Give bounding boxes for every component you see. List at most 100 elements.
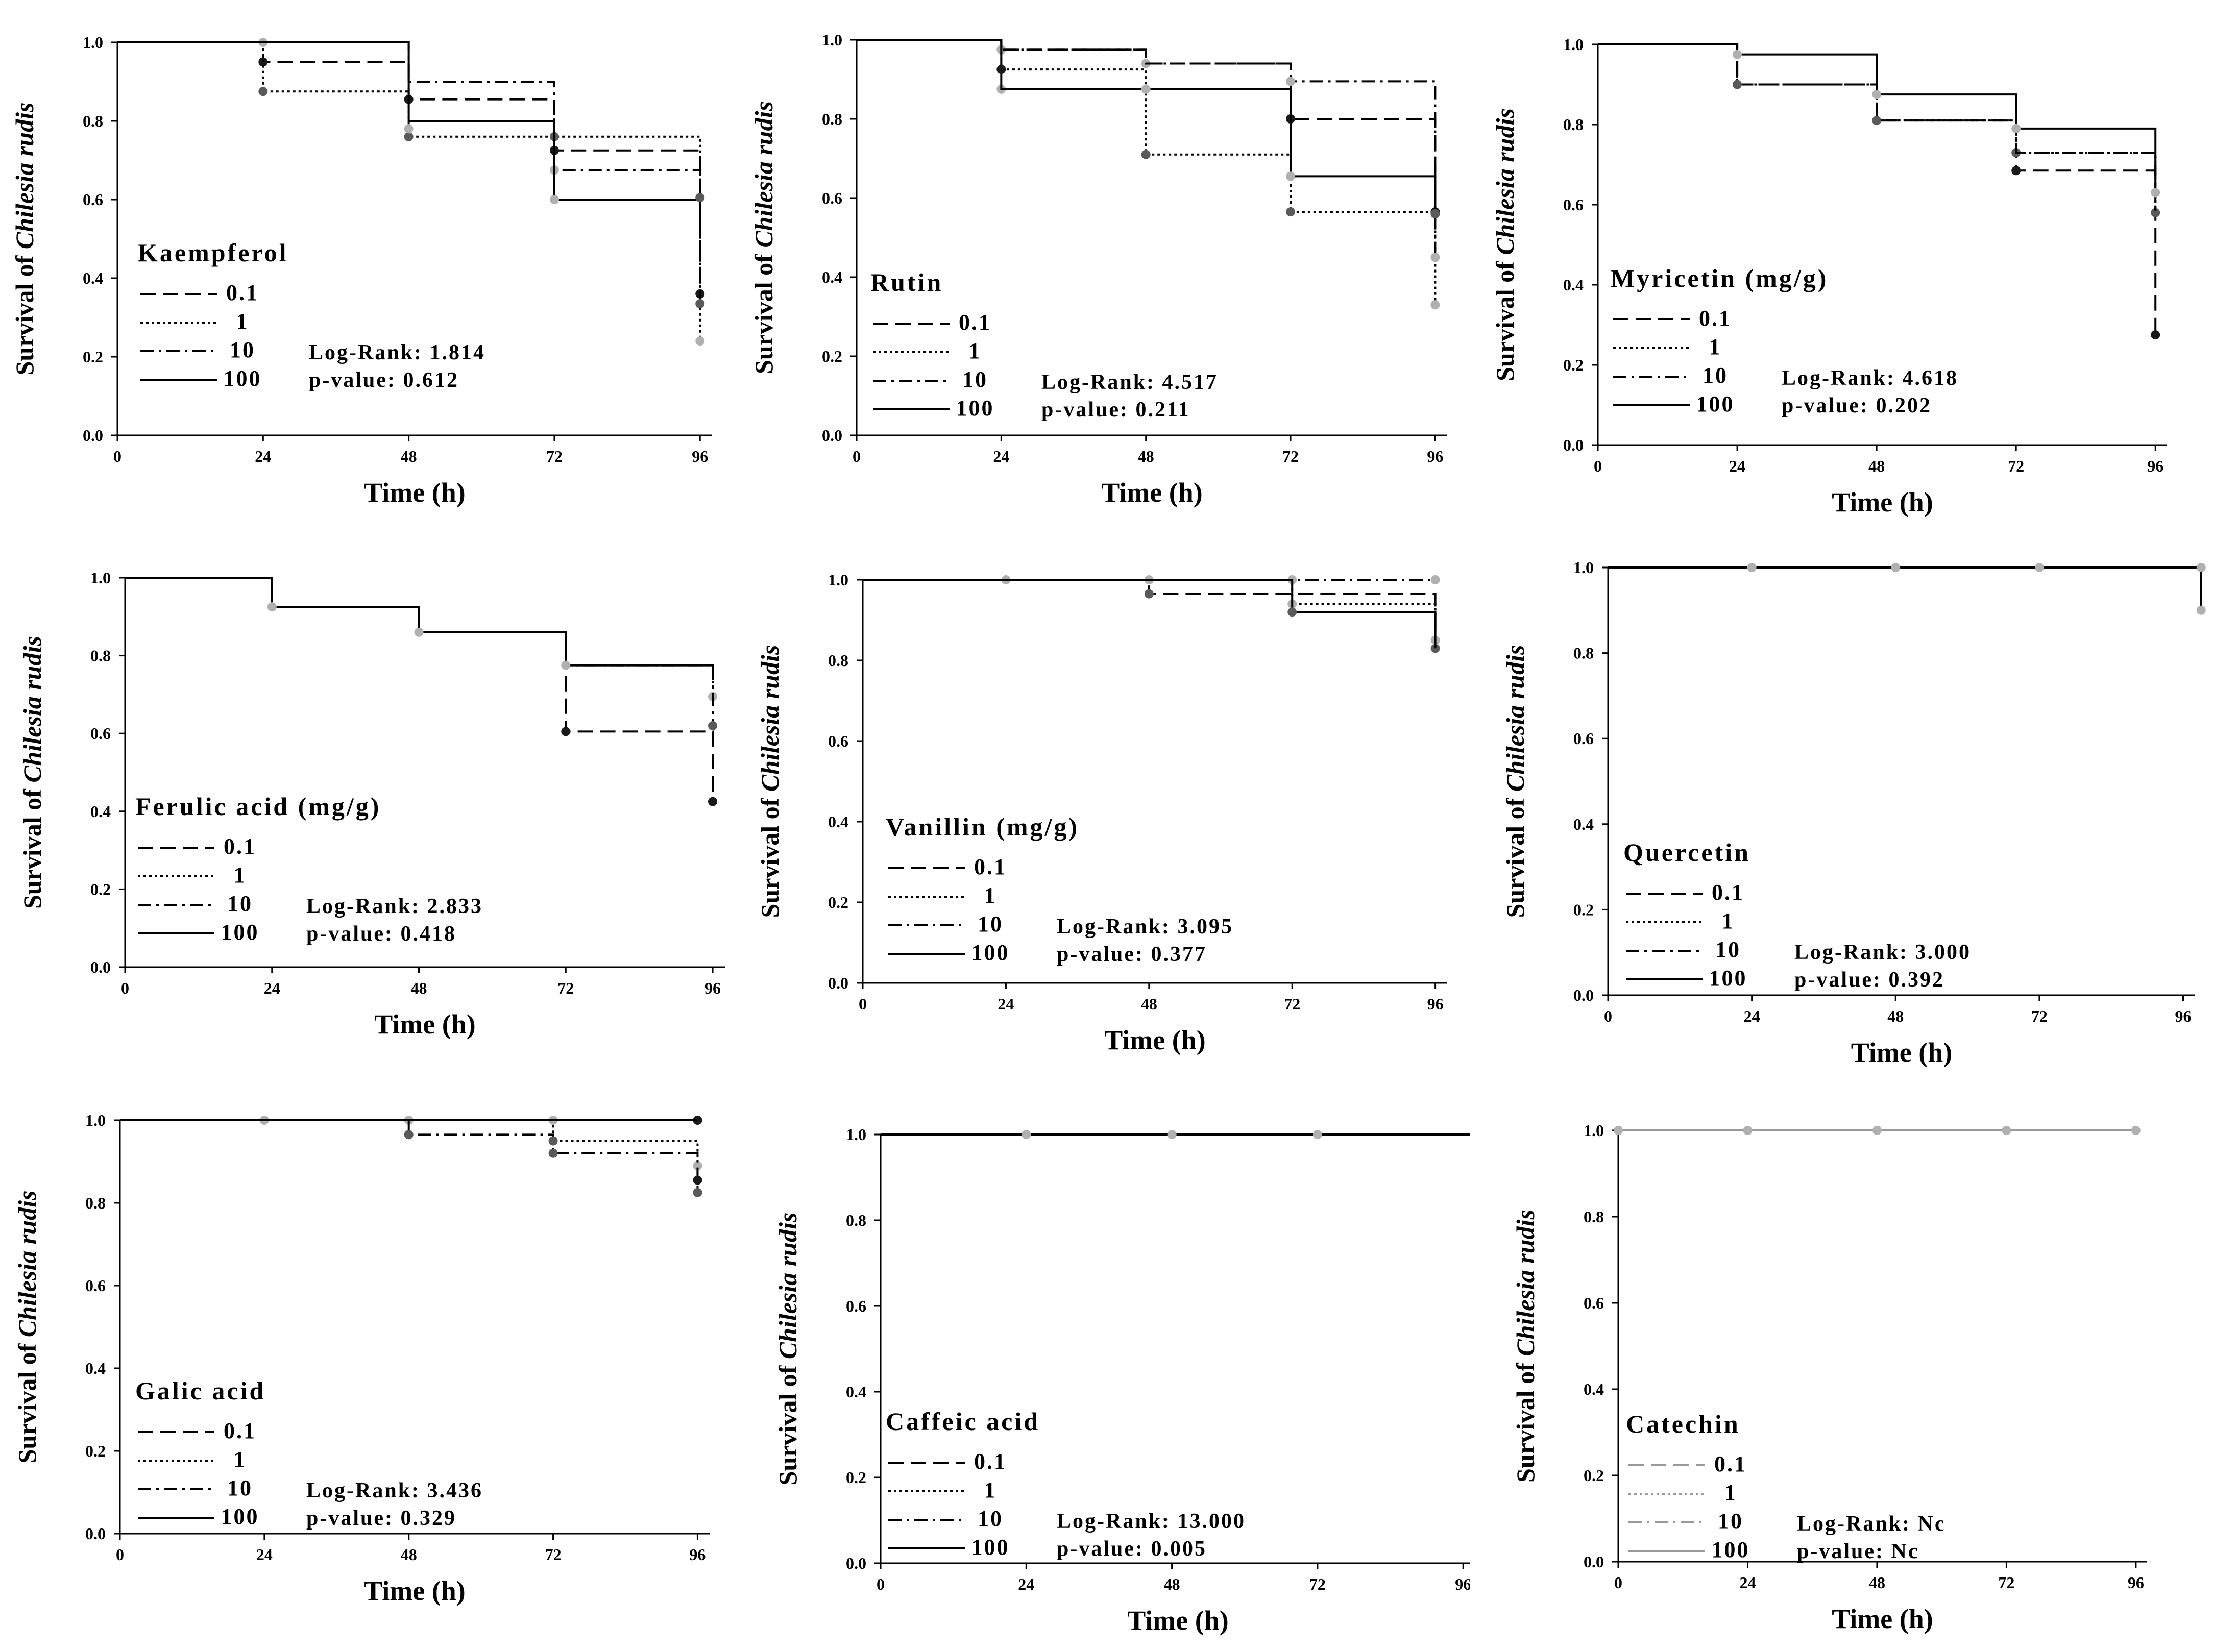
- censor-point: [2196, 563, 2206, 572]
- x-tick-label: 48: [411, 979, 427, 997]
- y-tick-label: 0.8: [85, 1194, 106, 1212]
- censor-point: [2002, 1126, 2011, 1135]
- y-tick-label: 0.2: [83, 348, 103, 366]
- chart-panel-catechin: 0.0 0.2 0.4 0.6 0.8 1.0 0 24 48 72 96 Time (h) Survi…: [1511, 1121, 2147, 1634]
- x-tick-label: 24: [255, 447, 271, 465]
- censor-point: [2196, 605, 2206, 615]
- censor-point: [404, 1130, 414, 1140]
- x-tick-label: 96: [1427, 995, 1444, 1013]
- pvalue-label: p-value: 0.329: [306, 1507, 456, 1530]
- censor-point: [548, 1136, 558, 1146]
- y-tick-label: 0.8: [90, 647, 111, 665]
- legend-label: 0.1: [1712, 880, 1744, 905]
- logrank-label: Log-Rank: Nc: [1797, 1512, 1946, 1536]
- logrank-label: Log-Rank: 13.000: [1057, 1510, 1246, 1533]
- censor-point: [1312, 1130, 1322, 1139]
- censor-point: [1614, 1126, 1623, 1135]
- x-tick-label: 24: [1739, 1573, 1756, 1592]
- y-tick-label: 0.6: [83, 190, 103, 209]
- pvalue-label: p-value: 0.392: [1794, 968, 1944, 992]
- x-tick-label: 72: [557, 979, 574, 997]
- chart-title: Ferulic acid (mg/g): [135, 792, 381, 821]
- y-tick-label: 1.0: [1573, 558, 1594, 577]
- censor-point: [561, 660, 571, 670]
- y-tick-label: 0.0: [83, 426, 103, 445]
- censor-point: [1286, 77, 1296, 86]
- pvalue-label: p-value: 0.202: [1782, 394, 1932, 417]
- y-tick-label: 0.8: [1573, 644, 1594, 662]
- legend-label: 0.1: [224, 1418, 256, 1443]
- chart-title: Vanillin (mg/g): [886, 812, 1079, 841]
- pvalue-label: p-value: Nc: [1797, 1540, 1919, 1563]
- legend-label: 1: [234, 1447, 247, 1472]
- censor-point: [1872, 116, 1882, 126]
- legend-label: 10: [1715, 937, 1741, 962]
- pvalue-label: p-value: 0.418: [306, 922, 456, 946]
- x-tick-label: 0: [113, 447, 121, 465]
- pvalue-label: p-value: 0.005: [1057, 1537, 1207, 1561]
- censor-point: [1733, 80, 1742, 89]
- censor-point: [1872, 1126, 1882, 1135]
- series-line-1: [117, 41, 701, 341]
- legend-label: 100: [221, 920, 259, 945]
- legend-label: 100: [971, 1535, 1010, 1560]
- y-tick-label: 0.8: [846, 1211, 866, 1229]
- censor-point: [2034, 563, 2044, 572]
- legend-label: 1: [984, 883, 997, 908]
- x-axis-label: Time (h): [1832, 487, 1933, 517]
- censor-point: [549, 195, 559, 204]
- censor-point: [1872, 90, 1882, 100]
- logrank-label: Log-Rank: 4.618: [1782, 366, 1958, 390]
- chart-title: Galic acid: [135, 1376, 265, 1405]
- y-tick-label: 0.2: [90, 880, 111, 898]
- x-tick-label: 0: [1594, 457, 1602, 475]
- y-tick-label: 0.0: [822, 426, 842, 445]
- x-axis-label: Time (h): [1851, 1037, 1953, 1068]
- chart-panel-rutin: 0.0 0.2 0.4 0.6 0.8 1.0 0 24 48 72 96 Time (h) Survi…: [749, 31, 1447, 508]
- legend-label: 1: [234, 862, 247, 887]
- legend-label: 100: [221, 1504, 259, 1529]
- censor-point: [1144, 589, 1154, 599]
- y-tick-label: 0.8: [83, 112, 103, 130]
- legend-label: 10: [230, 337, 255, 362]
- x-axis-label: Time (h): [1127, 1605, 1229, 1636]
- y-axis-label: Survival of Chilesia rudis: [10, 103, 39, 376]
- legend-label: 1: [969, 338, 982, 363]
- legend-label: 1: [236, 309, 249, 334]
- censor-point: [708, 797, 718, 806]
- y-tick-label: 0.6: [846, 1297, 866, 1315]
- y-tick-label: 0.2: [85, 1442, 106, 1460]
- legend-label: 10: [227, 1475, 253, 1500]
- y-tick-label: 1.0: [846, 1125, 866, 1144]
- legend-label: 0.1: [974, 1449, 1007, 1474]
- series-line-1: [857, 39, 1437, 305]
- series-line-1: [125, 577, 714, 697]
- chart-panel-vanillin: 0.0 0.2 0.4 0.6 0.8 1.0 0 24 48 72 96 Time (h) Survi…: [756, 571, 1447, 1055]
- y-tick-label: 0.2: [822, 347, 842, 365]
- legend-label: 10: [978, 911, 1003, 936]
- y-tick-label: 0.4: [90, 802, 111, 821]
- y-tick-label: 1.0: [1584, 1121, 1604, 1140]
- x-tick-label: 48: [401, 1545, 417, 1564]
- x-tick-label: 24: [1729, 457, 1745, 475]
- x-tick-label: 24: [1744, 1007, 1760, 1025]
- x-tick-label: 72: [546, 447, 563, 465]
- legend-label: 0.1: [959, 310, 991, 335]
- censor-point: [1430, 300, 1440, 310]
- chart-title: Caffeic acid: [886, 1407, 1040, 1436]
- series-line-10: [857, 39, 1437, 258]
- x-tick-label: 96: [704, 979, 721, 997]
- y-tick-label: 1.0: [83, 33, 103, 52]
- censor-point: [1891, 563, 1901, 572]
- y-tick-label: 0.2: [1563, 356, 1584, 374]
- x-tick-label: 48: [1869, 1573, 1885, 1592]
- censor-point: [996, 65, 1006, 75]
- censor-point: [693, 1188, 702, 1197]
- pvalue-label: p-value: 0.211: [1041, 398, 1190, 422]
- y-tick-label: 0.2: [846, 1468, 866, 1487]
- x-axis-label: Time (h): [364, 1575, 466, 1606]
- legend-label: 100: [1712, 1537, 1750, 1562]
- censor-point: [708, 721, 718, 730]
- x-tick-label: 48: [401, 447, 417, 465]
